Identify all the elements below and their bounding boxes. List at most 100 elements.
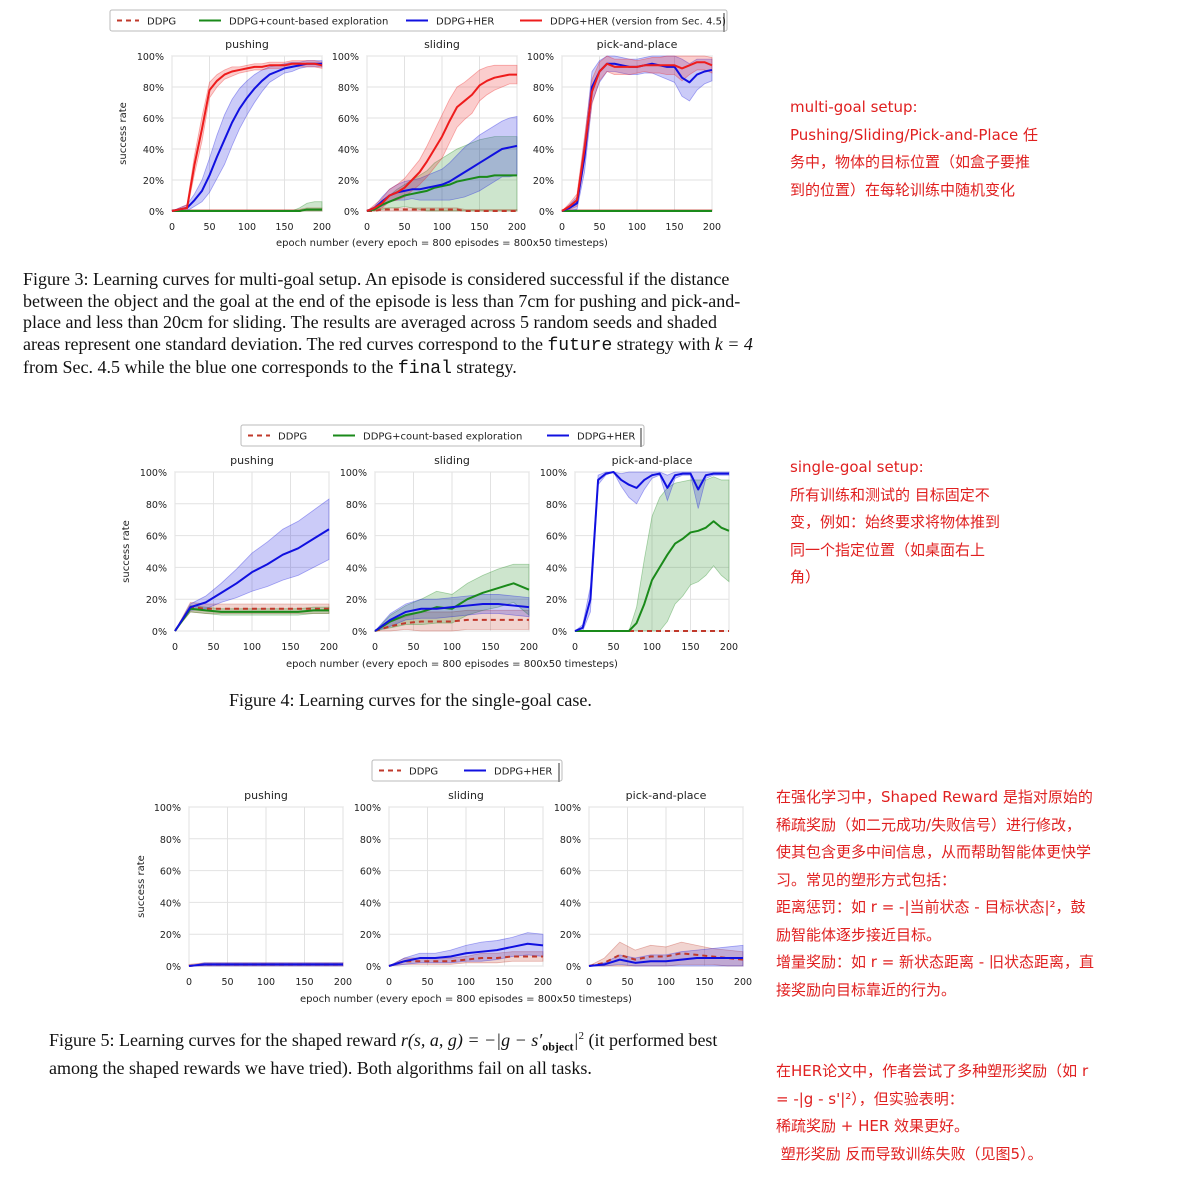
legend-label-her_future: DDPG+HER (version from Sec. 4.5) xyxy=(550,17,726,28)
y-tick-label: 80% xyxy=(146,500,167,511)
panel-pushing: pushing 0% 20% 40% 60% 80% 100% 0 50 100 150 200 xyxy=(137,38,331,233)
y-tick-label: 60% xyxy=(560,867,581,878)
panel-sliding: sliding 0% 20% 40% 60% 80% 100% 0 50 100 150 200 xyxy=(354,789,552,988)
legend-label-count: DDPG+count-based exploration xyxy=(363,432,522,443)
panel-pushing: pushing 0% 20% 40% 60% 80% 100% 0 50 100 150 200 xyxy=(154,789,352,988)
x-tick-label: 200 xyxy=(313,222,331,233)
y-tick-label: 100% xyxy=(137,52,164,63)
caption-text: strategy. xyxy=(451,357,517,377)
caption-line: from Sec. 4.5 while the blue one corresp… xyxy=(23,357,823,381)
x-tick-label: 100 xyxy=(657,977,675,988)
caption-math-sup: 2 xyxy=(578,1030,584,1042)
x-tick-label: 50 xyxy=(607,642,619,653)
x-tick-label: 0 xyxy=(186,977,192,988)
y-tick-label: 100% xyxy=(554,803,581,814)
x-tick-label: 0 xyxy=(172,642,178,653)
panel-sliding: sliding 0% 20% 40% 60% 80% 100% 0 50 100 150 200 xyxy=(340,454,538,653)
panel-title: pushing xyxy=(225,38,269,51)
y-tick-label: 40% xyxy=(533,145,554,156)
panel-pick-and-place: pick-and-place 0% 20% 40% 60% 80% 100% 0 50 100 15… xyxy=(554,789,752,988)
x-axis-label: epoch number (every epoch = 800 episodes… xyxy=(276,238,608,249)
caption-text: from Sec. 4.5 while the blue one corresp… xyxy=(23,357,398,377)
x-tick-label: 50 xyxy=(593,222,605,233)
figure-5-chart: DDPG DDPG+HER success rate epoch number (ev… xyxy=(136,759,752,1005)
y-tick-label: 100% xyxy=(527,52,554,63)
y-tick-label: 100% xyxy=(354,803,381,814)
x-tick-label: 200 xyxy=(508,222,526,233)
x-tick-label: 200 xyxy=(703,222,721,233)
figure-4-chart: DDPG DDPG+count-based exploration DDPG+HER… xyxy=(121,424,738,670)
note-line: 所有训练和测试的 目标固定不 xyxy=(790,485,990,504)
panel-title: sliding xyxy=(434,454,470,467)
note-single-goal: single-goal setup: 所有训练和测试的 目标固定不 变，例如：始… xyxy=(790,454,1000,592)
legend-label-her: DDPG+HER xyxy=(436,17,494,28)
panel-title: pushing xyxy=(230,454,274,467)
x-tick-label: 100 xyxy=(643,642,661,653)
caption-text: Figure 5: Learning curves for the shaped… xyxy=(49,1030,401,1050)
panel-title: sliding xyxy=(424,38,460,51)
y-tick-label: 40% xyxy=(360,898,381,909)
caption-code: final xyxy=(397,359,452,379)
caption-text: areas represent one standard deviation. … xyxy=(23,333,548,354)
caption-math: r(s, a, g) = −|g − s′ xyxy=(400,1030,543,1050)
legend-label-her: DDPG+HER xyxy=(577,432,635,443)
panel-title: pick-and-place xyxy=(597,38,678,51)
x-tick-label: 200 xyxy=(334,977,352,988)
note-line: 在强化学习中，Shaped Reward 是指对原始的 xyxy=(776,788,1093,806)
panel-title: sliding xyxy=(448,789,484,802)
y-tick-label: 20% xyxy=(560,930,581,941)
x-tick-label: 200 xyxy=(734,977,752,988)
note-line: 务中，物体的目标位置（如盒子要推 xyxy=(790,153,1031,171)
y-tick-label: 100% xyxy=(340,468,367,479)
x-tick-label: 0 xyxy=(386,977,392,988)
y-tick-label: 0% xyxy=(352,627,367,638)
x-tick-label: 150 xyxy=(481,642,499,653)
series-line-count xyxy=(174,607,329,632)
x-tick-label: 150 xyxy=(470,222,488,233)
note-line: 变，例如：始终要求将物体推到 xyxy=(790,513,1001,531)
note-line: 接奖励向目标靠近的行为。 xyxy=(776,980,957,999)
note-line: 角） xyxy=(790,568,821,586)
y-tick-label: 0% xyxy=(552,627,567,638)
series-line-her xyxy=(574,471,729,632)
series-line-count xyxy=(575,520,730,632)
y-tick-label: 80% xyxy=(346,500,367,511)
y-tick-label: 0% xyxy=(152,627,167,638)
series-line-her xyxy=(174,528,330,632)
series-line-count xyxy=(366,174,517,212)
x-tick-label: 150 xyxy=(695,977,713,988)
panel-title: pushing xyxy=(244,789,288,802)
y-tick-label: 20% xyxy=(146,595,167,606)
legend-label-count: DDPG+count-based exploration xyxy=(229,17,388,28)
x-tick-label: 150 xyxy=(495,977,513,988)
panel-sliding: sliding 0% 20% 40% 60% 80% 100% 0 50 100 150 200 xyxy=(332,38,526,233)
caption-line: between the object and the goal at the e… xyxy=(23,290,741,311)
y-tick-label: 80% xyxy=(360,835,381,846)
y-tick-label: 0% xyxy=(539,207,554,218)
x-axis-label: epoch number (every epoch = 800 episodes… xyxy=(286,659,618,670)
caption-line: Figure 3: Learning curves for multi-goal… xyxy=(23,269,730,289)
y-tick-label: 40% xyxy=(160,898,181,909)
y-tick-label: 100% xyxy=(540,468,567,479)
y-tick-label: 40% xyxy=(338,145,359,156)
x-tick-label: 100 xyxy=(457,977,475,988)
series-line-ddpg xyxy=(388,955,543,967)
legend-label-her: DDPG+HER xyxy=(494,767,552,778)
y-tick-label: 60% xyxy=(360,867,381,878)
y-tick-label: 80% xyxy=(338,83,359,94)
x-tick-label: 50 xyxy=(421,977,433,988)
y-tick-label: 60% xyxy=(546,532,567,543)
series-line-ddpg xyxy=(374,618,529,632)
figure-5-caption: Figure 5: Learning curves for the shaped… xyxy=(49,1026,849,1080)
note-line: 塑形奖励 反而导致训练失败（见图5）。 xyxy=(776,1144,1043,1163)
y-tick-label: 0% xyxy=(149,207,164,218)
x-tick-label: 100 xyxy=(443,642,461,653)
x-tick-label: 150 xyxy=(665,222,683,233)
x-tick-label: 50 xyxy=(221,977,233,988)
y-axis-label: success rate xyxy=(121,520,132,583)
series-line-her_future xyxy=(561,61,713,212)
series-line-ddpg xyxy=(588,952,744,967)
note-line: 增量奖励：如 r = 新状态距离 - 旧状态距离，直 xyxy=(776,953,1094,971)
panel-title: pick-and-place xyxy=(626,789,707,802)
